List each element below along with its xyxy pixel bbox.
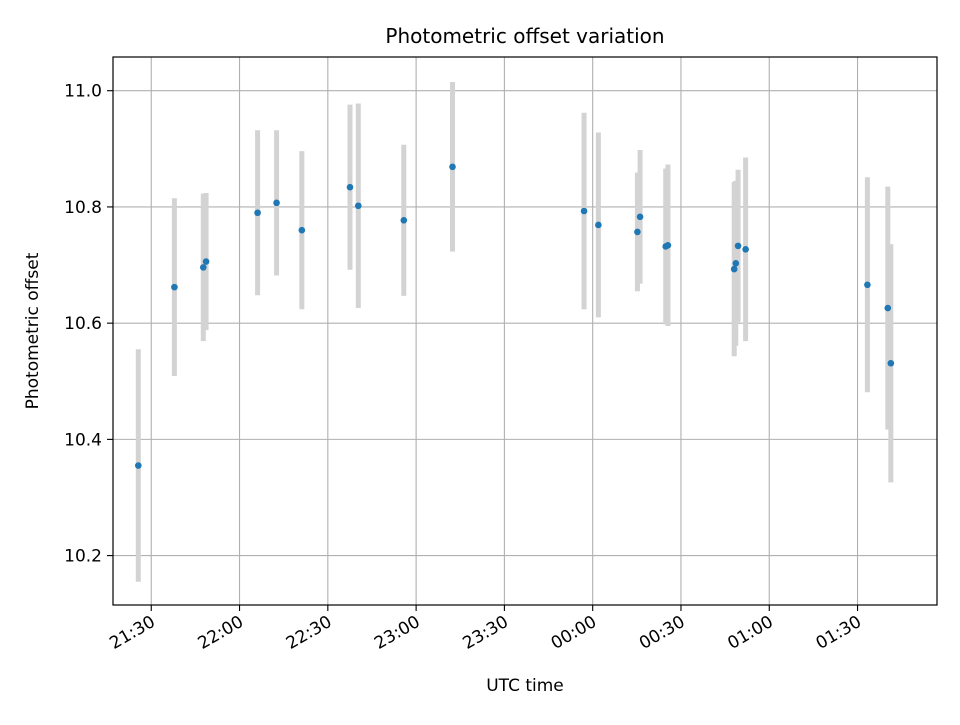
data-point xyxy=(734,242,742,250)
x-axis-label: UTC time xyxy=(486,676,564,696)
data-point xyxy=(636,213,644,221)
data-point xyxy=(135,462,142,469)
point-layer xyxy=(135,163,895,469)
data-point xyxy=(742,246,749,253)
data-point xyxy=(864,281,871,289)
chart-title: Photometric offset variation xyxy=(385,24,664,48)
data-point xyxy=(595,221,602,229)
grid-layer xyxy=(113,57,937,605)
data-point xyxy=(730,265,738,273)
y-tick-label: 10.6 xyxy=(64,314,102,334)
y-tick-label: 11.0 xyxy=(64,82,102,102)
data-point xyxy=(449,163,456,171)
data-point xyxy=(171,283,178,291)
data-point xyxy=(298,226,306,234)
y-axis-label: Photometric offset xyxy=(23,252,43,409)
y-tick-label: 10.8 xyxy=(64,198,102,218)
data-point xyxy=(884,304,892,312)
data-point xyxy=(732,259,740,267)
data-point xyxy=(887,359,895,367)
plot-frame xyxy=(112,56,938,606)
data-point xyxy=(273,199,280,207)
data-point xyxy=(664,241,672,249)
data-point xyxy=(346,183,354,191)
data-point xyxy=(400,216,408,224)
data-point xyxy=(202,258,210,265)
data-point xyxy=(580,207,588,215)
data-point xyxy=(199,264,207,271)
data-point xyxy=(634,228,641,236)
data-point xyxy=(354,202,362,210)
data-point xyxy=(254,209,261,217)
y-tick-label: 10.4 xyxy=(64,430,102,450)
y-tick-label: 10.2 xyxy=(64,547,102,567)
